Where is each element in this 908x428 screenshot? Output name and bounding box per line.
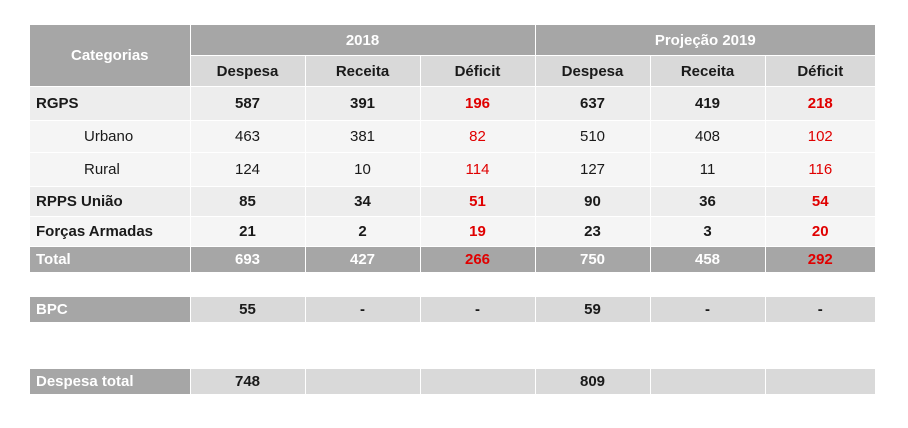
- cell-despesa-2019: 127: [535, 152, 651, 187]
- col-despesa-2018: Despesa: [190, 55, 306, 87]
- cell-deficit-2018: 82: [420, 120, 536, 153]
- table-row: RPPS União 85 34 51 90 36 54: [30, 186, 876, 217]
- cell-despesa-2018: 21: [190, 216, 306, 247]
- cell-despesa-2018: 55: [190, 296, 306, 323]
- cell-deficit-2019: 54: [765, 186, 876, 217]
- cell-receita-2019: 36: [650, 186, 766, 217]
- bpc-row: BPC 55 - - 59 - -: [30, 296, 876, 323]
- group-header-2018: 2018: [190, 25, 536, 56]
- cell-receita-2019: 419: [650, 86, 766, 121]
- row-label: Rural: [30, 152, 191, 187]
- col-deficit-2018: Déficit: [420, 55, 536, 87]
- cell-receita-2019: 458: [650, 246, 766, 273]
- cell-receita-2018: 2: [305, 216, 421, 247]
- cell-despesa-2019: 510: [535, 120, 651, 153]
- header-row-groups: Categorias 2018 Projeção 2019: [30, 25, 876, 87]
- cell-receita-2019: 408: [650, 120, 766, 153]
- cell-deficit-2018: 114: [420, 152, 536, 187]
- header-row-columns: Despesa Receita Déficit Despesa Receita …: [30, 55, 876, 87]
- previdencia-table: Categorias 2018 Projeção 2019 Despesa Re…: [30, 25, 876, 395]
- cell-despesa-2019: 809: [535, 368, 651, 395]
- total-row: Total 693 427 266 750 458 292: [30, 246, 876, 273]
- cell-despesa-2019: 750: [535, 246, 651, 273]
- cell-deficit-2018: 19: [420, 216, 536, 247]
- cell-deficit-2018: 266: [420, 246, 536, 273]
- group-header-2019: Projeção 2019: [535, 25, 876, 56]
- cell-empty: [420, 368, 536, 395]
- cell-receita-2018: -: [305, 296, 421, 323]
- cell-empty: [765, 368, 876, 395]
- table-row: Forças Armadas 21 2 19 23 3 20: [30, 216, 876, 247]
- row-label: Despesa total: [30, 368, 191, 395]
- row-label: RPPS União: [30, 186, 191, 217]
- row-label: Urbano: [30, 120, 191, 153]
- cell-despesa-2019: 59: [535, 296, 651, 323]
- cell-receita-2018: 381: [305, 120, 421, 153]
- table-row: Rural 124 10 114 127 11 116: [30, 152, 876, 187]
- cell-deficit-2019: 292: [765, 246, 876, 273]
- cell-receita-2018: 427: [305, 246, 421, 273]
- cell-despesa-2018: 85: [190, 186, 306, 217]
- cell-despesa-2018: 124: [190, 152, 306, 187]
- col-receita-2018: Receita: [305, 55, 421, 87]
- cell-despesa-2018: 693: [190, 246, 306, 273]
- cell-despesa-2018: 587: [190, 86, 306, 121]
- row-label: BPC: [30, 296, 191, 323]
- col-deficit-2019: Déficit: [765, 55, 876, 87]
- row-label: Total: [30, 246, 191, 273]
- data-table-container: Categorias 2018 Projeção 2019 Despesa Re…: [30, 25, 876, 395]
- cell-despesa-2018: 748: [190, 368, 306, 395]
- cell-despesa-2019: 23: [535, 216, 651, 247]
- cell-empty: [305, 368, 421, 395]
- cell-deficit-2019: 20: [765, 216, 876, 247]
- cell-receita-2019: -: [650, 296, 766, 323]
- table-row: Urbano 463 381 82 510 408 102: [30, 120, 876, 153]
- despesa-total-row: Despesa total 748 809: [30, 368, 876, 395]
- spacer-row: [30, 272, 876, 297]
- cell-receita-2019: 11: [650, 152, 766, 187]
- cell-deficit-2019: 116: [765, 152, 876, 187]
- categories-header: Categorias: [30, 25, 191, 87]
- cell-deficit-2019: 102: [765, 120, 876, 153]
- row-label: Forças Armadas: [30, 216, 191, 247]
- cell-empty: [650, 368, 766, 395]
- cell-deficit-2019: -: [765, 296, 876, 323]
- cell-deficit-2018: 51: [420, 186, 536, 217]
- cell-deficit-2018: -: [420, 296, 536, 323]
- cell-despesa-2018: 463: [190, 120, 306, 153]
- cell-despesa-2019: 637: [535, 86, 651, 121]
- cell-despesa-2019: 90: [535, 186, 651, 217]
- cell-receita-2018: 34: [305, 186, 421, 217]
- col-despesa-2019: Despesa: [535, 55, 651, 87]
- col-receita-2019: Receita: [650, 55, 766, 87]
- spacer-row: [30, 322, 876, 369]
- cell-receita-2018: 391: [305, 86, 421, 121]
- row-label: RGPS: [30, 86, 191, 121]
- cell-receita-2019: 3: [650, 216, 766, 247]
- cell-receita-2018: 10: [305, 152, 421, 187]
- cell-deficit-2018: 196: [420, 86, 536, 121]
- table-row: RGPS 587 391 196 637 419 218: [30, 86, 876, 121]
- cell-deficit-2019: 218: [765, 86, 876, 121]
